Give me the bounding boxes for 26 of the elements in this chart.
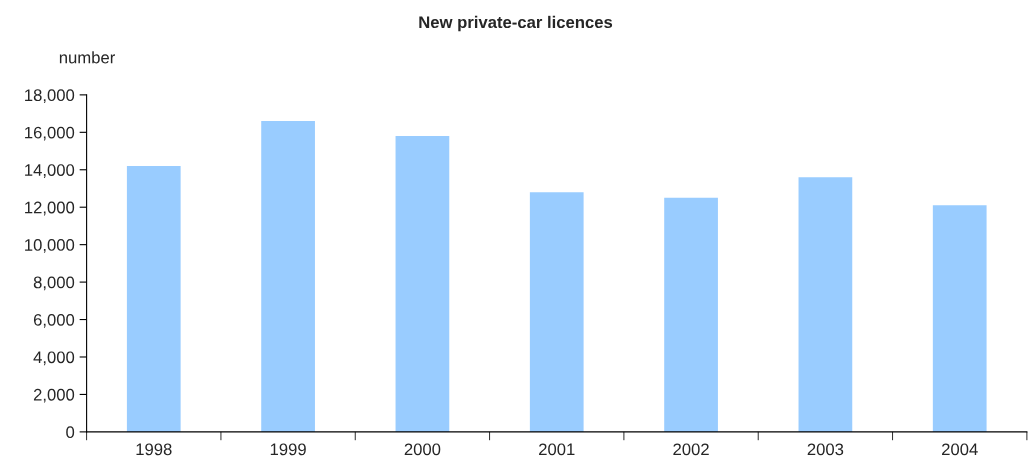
bar xyxy=(664,197,718,432)
x-tick-label: 2002 xyxy=(673,443,709,456)
y-tick-label: 14,000 xyxy=(25,164,75,178)
y-tick-label: 18,000 xyxy=(25,89,75,104)
y-tick-label: 8,000 xyxy=(33,276,75,291)
bar xyxy=(932,205,987,432)
x-tick-label: 2003 xyxy=(807,443,844,456)
y-tick-label: 10,000 xyxy=(25,239,75,253)
y-tick-label: 4,000 xyxy=(33,351,75,366)
y-tick-label: 12,000 xyxy=(25,201,75,216)
bar xyxy=(126,166,181,432)
x-tick-label: 2004 xyxy=(942,443,978,456)
y-tick-label: 16,000 xyxy=(25,126,75,141)
chart-title: New private-car licences xyxy=(419,15,613,32)
bar xyxy=(261,121,315,432)
x-tick-label: 1998 xyxy=(136,443,172,456)
bar xyxy=(395,136,450,432)
bar xyxy=(529,192,584,432)
y-tick-label: 0 xyxy=(66,426,75,439)
x-tick-label: 1999 xyxy=(270,443,306,456)
x-tick-label: 2000 xyxy=(404,443,441,456)
y-tick-label: 6,000 xyxy=(33,313,75,328)
y-axis-title: number xyxy=(59,51,115,64)
bar xyxy=(798,177,853,432)
x-tick-label: 2001 xyxy=(539,443,575,456)
y-tick-label: 2,000 xyxy=(33,388,75,403)
